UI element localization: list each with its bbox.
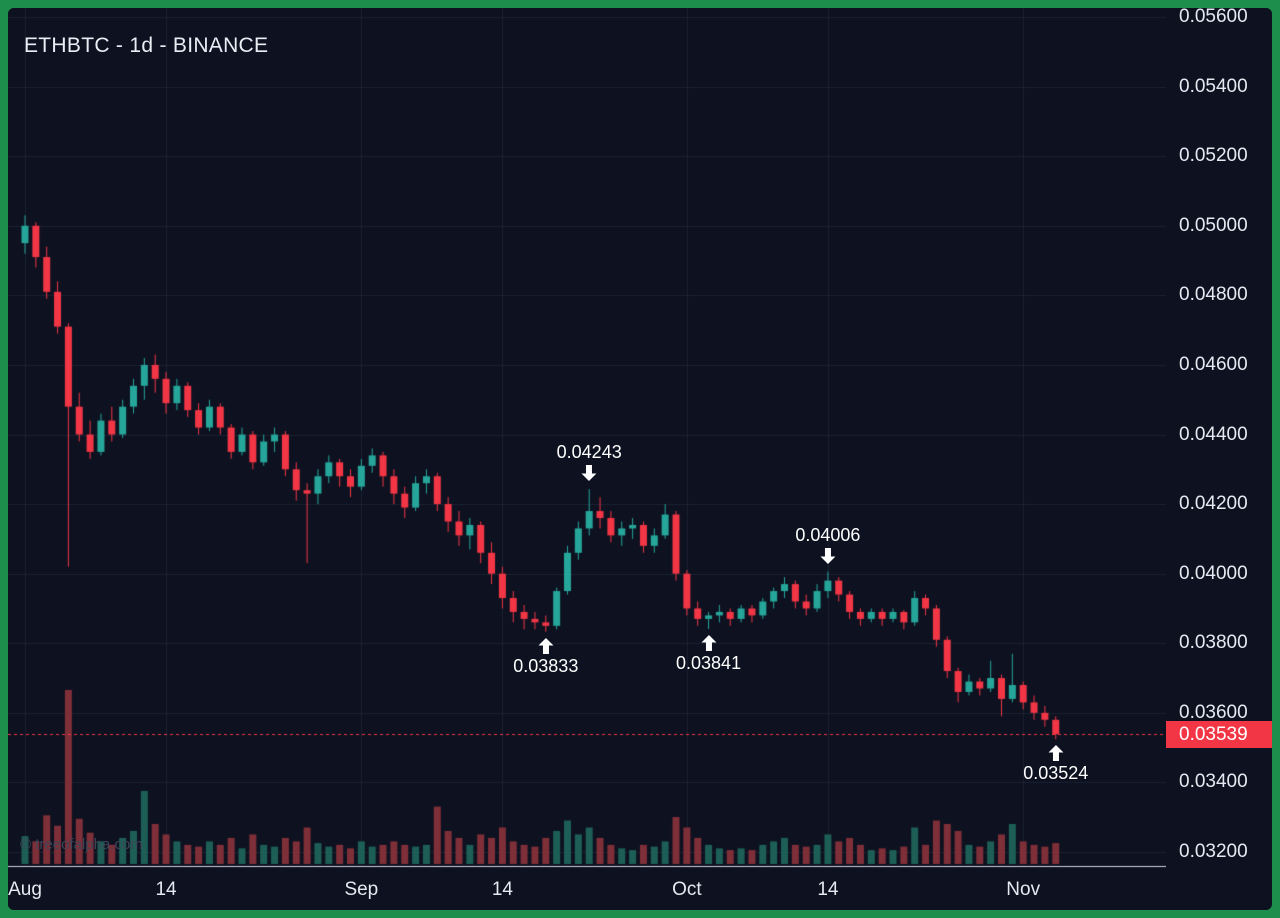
time-axis-label: Oct	[672, 879, 702, 900]
current-price-value: 0.03539	[1179, 723, 1248, 745]
time-axis[interactable]: Aug 14 Sep 14 Oct 14 Nov	[8, 872, 1166, 910]
time-axis-label: Sep	[344, 879, 379, 900]
price-axis-label: 0.03800	[1179, 632, 1248, 654]
time-axis-label: Nov	[1006, 879, 1041, 900]
time-axis-label: 14	[155, 879, 177, 900]
price-axis-label: 0.04400	[1179, 423, 1248, 445]
price-axis-label: 0.04600	[1179, 353, 1248, 375]
price-axis[interactable]: 0.03539 0.05600 0.05400 0.05200 0.05000 0.04…	[1166, 8, 1272, 872]
price-axis-label: 0.03600	[1179, 701, 1248, 723]
price-axis-label: 0.04200	[1179, 493, 1248, 515]
price-axis-label: 0.04800	[1179, 284, 1248, 306]
time-axis-label: 14	[817, 879, 839, 900]
chart-area: ETHBTC - 1d - BINANCE © treeofalpha.com …	[8, 8, 1272, 910]
watermark: © treeofalpha.com	[20, 836, 143, 853]
price-axis-label: 0.05200	[1179, 145, 1248, 167]
price-axis-label: 0.05400	[1179, 75, 1248, 97]
time-axis-label: Aug	[8, 879, 42, 900]
price-axis-label: 0.03200	[1179, 841, 1248, 862]
candlestick-chart-canvas[interactable]	[8, 8, 1166, 872]
price-axis-label: 0.04000	[1179, 562, 1248, 584]
price-axis-label: 0.05000	[1179, 214, 1248, 236]
time-axis-label: 14	[491, 879, 513, 900]
current-price-label: 0.03539	[1166, 720, 1272, 748]
price-axis-label: 0.05600	[1179, 6, 1248, 27]
price-axis-label: 0.03400	[1179, 771, 1248, 793]
chart-title: ETHBTC - 1d - BINANCE	[24, 34, 269, 57]
